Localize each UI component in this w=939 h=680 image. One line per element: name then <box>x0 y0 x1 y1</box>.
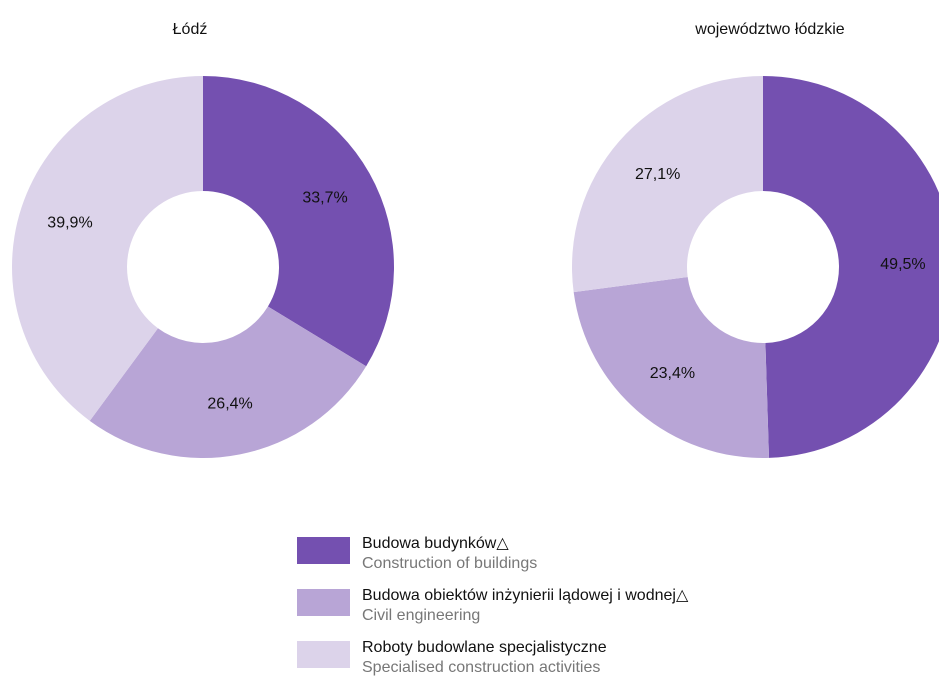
legend-translation: Civil engineering <box>362 607 480 624</box>
data-label: 23,4% <box>650 365 695 382</box>
data-label: 27,1% <box>635 166 680 183</box>
legend-swatch <box>297 589 350 616</box>
chart-title: Łódź <box>173 21 208 38</box>
donut-segment <box>573 276 769 459</box>
data-label: 39,9% <box>47 215 92 232</box>
data-label: 26,4% <box>207 396 252 413</box>
donut-segment <box>572 76 763 293</box>
donut-segment <box>89 306 367 458</box>
donut-segment <box>203 76 395 367</box>
donut-segment <box>12 76 203 421</box>
data-label: 33,7% <box>302 190 347 207</box>
chart-title: województwo łódzkie <box>694 21 845 38</box>
legend-translation: Specialised construction activities <box>362 659 600 676</box>
legend-swatch <box>297 641 350 668</box>
donut-segment <box>763 76 939 458</box>
legend-label: Budowa budynków△ <box>362 535 509 552</box>
data-label: 49,5% <box>880 256 925 273</box>
legend-label: Budowa obiektów inżynierii lądowej i wod… <box>362 587 689 604</box>
legend-swatch <box>297 537 350 564</box>
legend-translation: Construction of buildings <box>362 555 537 572</box>
legend-label: Roboty budowlane specjalistyczne <box>362 639 607 656</box>
